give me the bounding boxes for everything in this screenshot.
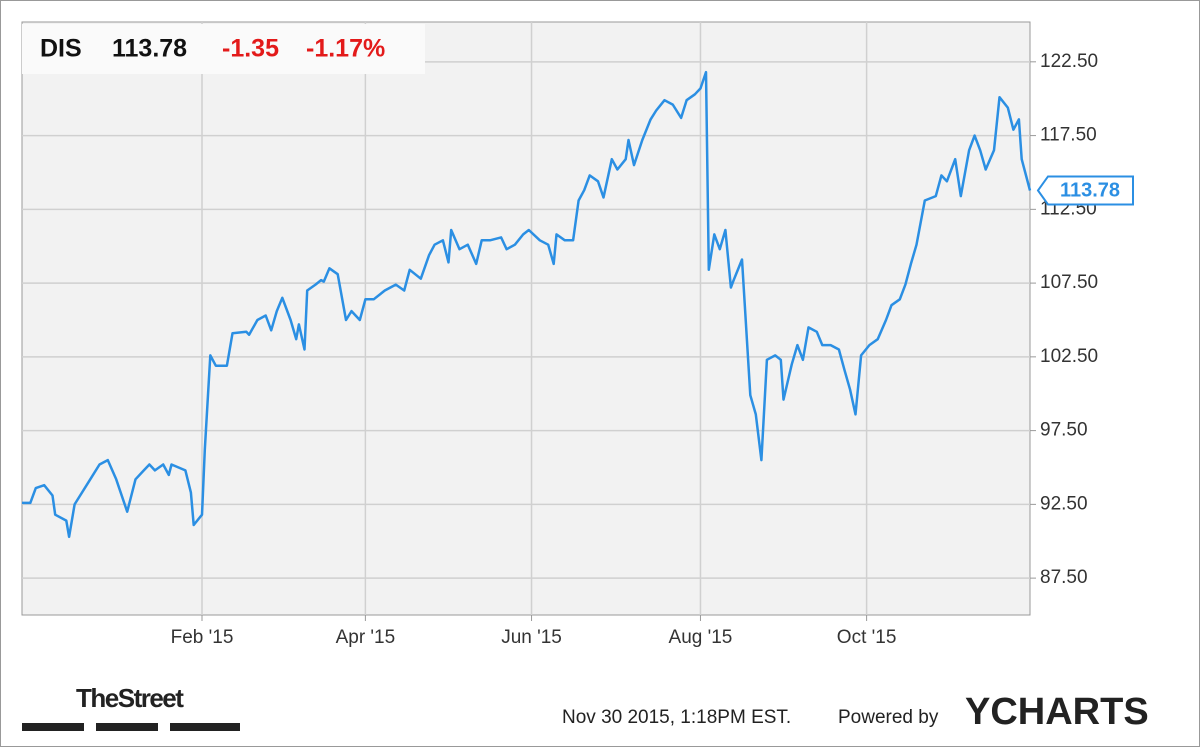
y-tick-label: 87.50	[1040, 567, 1088, 588]
change: -1.35	[222, 35, 279, 63]
x-tick-label: Jun '15	[501, 627, 562, 648]
y-tick-label: 122.50	[1040, 51, 1098, 72]
plot-area	[21, 21, 1031, 616]
quote-box	[22, 24, 425, 74]
last-value-label: 113.78	[1060, 180, 1120, 202]
y-tick-label: 92.50	[1040, 493, 1088, 514]
ticker: DIS	[40, 35, 82, 63]
x-tick-label: Feb '15	[171, 627, 234, 648]
logo-bar	[96, 723, 158, 731]
y-tick-label: 102.50	[1040, 346, 1098, 367]
price-line	[22, 70, 1032, 539]
timestamp: Nov 30 2015, 1:18PM EST.	[562, 707, 791, 728]
logo-bar	[22, 723, 84, 731]
x-tick-label: Apr '15	[336, 627, 396, 648]
y-tick-label: 97.50	[1040, 420, 1088, 441]
brand: YCHARTS	[965, 691, 1149, 733]
plot	[22, 70, 1032, 539]
change-pct: -1.17%	[306, 35, 385, 63]
price: 113.78	[112, 35, 187, 63]
last-value-callout	[1036, 175, 1134, 206]
powered-by: Powered by	[838, 707, 939, 728]
x-tick-label: Oct '15	[837, 627, 897, 648]
x-tick-label: Aug '15	[669, 627, 733, 648]
y-tick-label: 107.50	[1040, 272, 1098, 293]
source: TheStreet	[76, 683, 184, 713]
logo-bar	[170, 723, 240, 731]
y-tick-label: 117.50	[1040, 125, 1097, 146]
